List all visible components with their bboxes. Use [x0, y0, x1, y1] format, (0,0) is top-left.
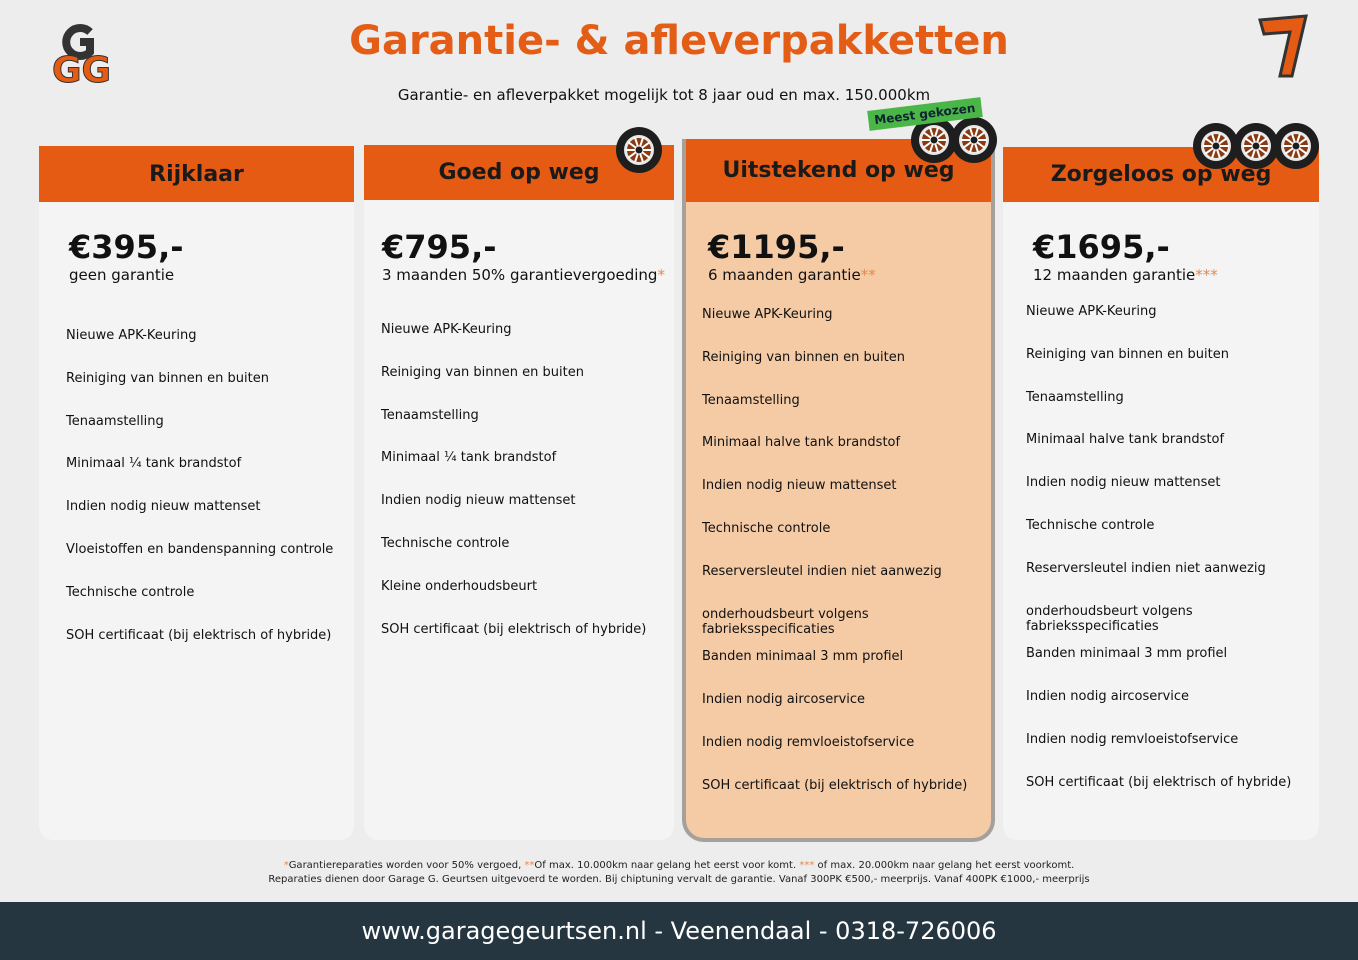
feature-item: Tenaamstelling: [1026, 389, 1124, 405]
feature-item: Reiniging van binnen en buiten: [66, 370, 269, 386]
feature-list: Nieuwe APK-Keuring Reiniging van binnen e…: [381, 322, 646, 664]
feature-item: SOH certificaat (bij elektrisch of hybri…: [381, 621, 647, 637]
feature-item: Tenaamstelling: [702, 392, 800, 408]
package-price: €1695,-: [1033, 228, 1170, 266]
feature-item: Tenaamstelling: [66, 413, 164, 429]
feature-item: Nieuwe APK-Keuring: [702, 307, 833, 322]
package-price: €395,-: [69, 228, 184, 266]
feature-item: Technische controle: [702, 520, 831, 536]
garage-logo: GG: [52, 24, 112, 88]
feature-item: Technische controle: [381, 535, 510, 551]
tire-rating: [616, 126, 663, 174]
feature-item: SOH certificaat (bij elektrisch of hybri…: [702, 777, 968, 793]
page-subtitle: Garantie- en afleverpakket mogelijk tot …: [397, 86, 931, 104]
package-warranty: 6 maanden garantie**: [708, 266, 876, 284]
package-price: €795,-: [382, 228, 497, 266]
package-name: Zorgeloos op weg: [1003, 147, 1319, 202]
feature-item: Minimaal halve tank brandstof: [702, 435, 901, 451]
feature-item: Indien nodig nieuw mattenset: [702, 478, 897, 494]
footnote-marker: *: [657, 266, 665, 284]
feature-item: SOH certificaat (bij elektrisch of hybri…: [1026, 774, 1292, 790]
tire-icon: [1233, 123, 1279, 169]
footnote-star: **: [524, 860, 535, 871]
package-price: €1195,-: [708, 228, 845, 266]
feature-item: Indien nodig nieuw mattenset: [66, 499, 261, 515]
feature-item: Technische controle: [66, 584, 195, 600]
tire-icon: [911, 117, 957, 163]
feature-item: Minimaal ¼ tank brandstof: [66, 456, 242, 472]
feature-item: SOH certificaat (bij elektrisch of hybri…: [66, 627, 332, 643]
feature-item: Tenaamstelling: [381, 407, 479, 423]
warranty-text: 3 maanden 50% garantievergoeding: [382, 266, 658, 284]
feature-item: Nieuwe APK-Keuring: [66, 328, 197, 343]
feature-list: Nieuwe APK-Keuring Reiniging van binnen e…: [66, 328, 333, 670]
feature-item: Banden minimaal 3 mm profiel: [1026, 646, 1228, 662]
warranty-text: 6 maanden garantie: [708, 266, 861, 284]
feature-item: Banden minimaal 3 mm profiel: [702, 649, 904, 665]
tire-rating: [1193, 122, 1320, 170]
svg-text:GG: GG: [52, 50, 111, 88]
package-card: Uitstekend op weg €1195,- 6 maanden gara…: [682, 139, 995, 842]
package-card: Goed op weg €795,- 3 maanden 50% garanti…: [364, 145, 674, 840]
tire-icon: [1193, 123, 1239, 169]
feature-item: Nieuwe APK-Keuring: [1026, 304, 1157, 319]
feature-item: onderhoudsbeurt volgens fabrieksspecific…: [1026, 603, 1193, 634]
brand-seven-logo: [1258, 14, 1308, 78]
tire-rating: [911, 116, 998, 164]
feature-item: onderhoudsbeurt volgens fabrieksspecific…: [702, 606, 869, 637]
page-title: Garantie- & afleverpakketten: [349, 18, 1009, 64]
package-warranty: geen garantie: [69, 266, 174, 284]
package-warranty: 3 maanden 50% garantievergoeding*: [382, 266, 665, 284]
tire-icon: [616, 127, 662, 173]
footnote-conditions: Reparaties dienen door Garage G. Geurtse…: [268, 874, 1090, 885]
footnote-3: of max. 20.000km naar gelang het eerst v…: [814, 860, 1075, 871]
feature-item: Reserversleutel indien niet aanwezig: [1026, 560, 1266, 576]
feature-item: Indien nodig aircoservice: [702, 692, 866, 708]
footnotes: *Garantiereparaties worden voor 50% verg…: [0, 859, 1358, 887]
feature-item: Indien nodig remvloeistofservice: [1026, 731, 1239, 747]
feature-item: Technische controle: [1026, 517, 1155, 533]
feature-item: Reiniging van binnen en buiten: [1026, 346, 1229, 362]
tire-icon: [1273, 123, 1319, 169]
package-warranty: 12 maanden garantie***: [1033, 266, 1218, 284]
package-name: Rijklaar: [39, 146, 354, 202]
warranty-text: geen garantie: [69, 266, 175, 284]
feature-item: Reiniging van binnen en buiten: [381, 364, 584, 380]
feature-item: Indien nodig nieuw mattenset: [381, 493, 576, 509]
package-card: Zorgeloos op weg €1695,- 12 maanden gara…: [1003, 147, 1319, 840]
feature-item: Kleine onderhoudsbeurt: [381, 578, 538, 594]
feature-list: Nieuwe APK-Keuring Reiniging van binnen e…: [702, 307, 991, 821]
feature-item: Indien nodig remvloeistofservice: [702, 734, 915, 750]
footnote-marker: ***: [1195, 266, 1218, 284]
feature-item: Vloeistoffen en bandenspanning controle: [66, 541, 334, 557]
feature-item: Nieuwe APK-Keuring: [381, 322, 512, 337]
feature-list: Nieuwe APK-Keuring Reiniging van binnen e…: [1026, 304, 1319, 818]
feature-item: Indien nodig nieuw mattenset: [1026, 475, 1221, 491]
feature-item: Indien nodig aircoservice: [1026, 689, 1190, 705]
footnote-marker: **: [860, 266, 876, 284]
tire-icon: [951, 117, 997, 163]
feature-item: Minimaal ¼ tank brandstof: [381, 450, 557, 466]
footnote-2: Of max. 10.000km naar gelang het eerst v…: [534, 860, 800, 871]
feature-item: Reiniging van binnen en buiten: [702, 349, 905, 365]
footnote-star: ***: [799, 860, 815, 871]
footer-contact[interactable]: www.garagegeurtsen.nl - Veenendaal - 031…: [0, 902, 1358, 960]
warranty-text: 12 maanden garantie: [1033, 266, 1196, 284]
footnote-1: Garantiereparaties worden voor 50% vergo…: [288, 860, 525, 871]
feature-item: Minimaal halve tank brandstof: [1026, 432, 1225, 448]
package-card: Rijklaar €395,- geen garantie Nieuwe APK…: [39, 146, 354, 840]
footnote-star: *: [283, 860, 289, 871]
feature-item: Reserversleutel indien niet aanwezig: [702, 563, 942, 579]
